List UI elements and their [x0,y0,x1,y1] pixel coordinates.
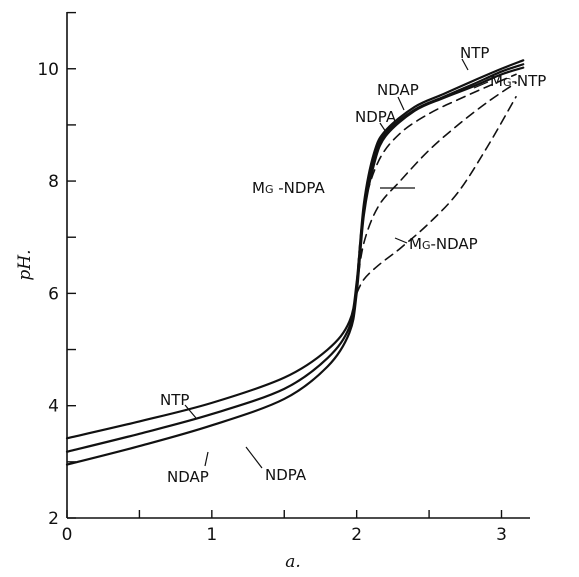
leader-mg-ntp [473,81,489,89]
series-group [65,59,525,466]
leader-ntp-high [461,58,469,71]
label-mg-ntp-rest: -NTP [511,72,546,90]
label-ndap-low: NDAP [167,468,209,486]
y-tick-label: 2 [48,509,59,529]
x-tick-label: 0 [62,525,73,545]
leader-ndap-high [397,96,405,111]
leader-ndpa-high [379,122,387,133]
label-ndpa-low: NDPA [265,466,307,484]
x-tick-label: 3 [496,525,507,545]
label-mg-ndap: MG-NDAP [409,235,478,253]
x-tick-label: 1 [206,525,217,545]
label-mg-ndpa: MG -NDPA [252,179,326,197]
axes [66,12,530,519]
label-ntp-high: NTP [460,44,489,62]
leader-ndpa-low [245,446,263,469]
y-tick-label: 6 [48,284,59,304]
y-tick-label: 10 [37,60,59,80]
series-line-mg-ndpa [355,81,517,289]
label-ndpa-high: NDPA [355,108,397,126]
label-ndap-high: NDAP [377,81,419,99]
x-axis-label: a. [285,552,301,572]
leader-mg-ndap [394,237,408,244]
curve-labels: NTP NDPA NDAP NTP NDAP NDPA MG-NTP MG -N… [160,44,546,486]
label-mg-ndap-rest: -NDAP [430,235,477,253]
series-line-mg-ndap [355,96,517,295]
label-mg-ntp-m: M [490,72,503,90]
label-mg-ndpa-g: G [265,183,274,196]
label-mg-ntp-g: G [503,76,512,89]
label-mg-ndpa-m: M [252,179,265,197]
leader-ntp-low [184,404,197,419]
label-mg-ndpa-rest: -NDPA [273,179,325,197]
y-tick-label: 8 [48,172,59,192]
x-tick-label: 2 [351,525,362,545]
leader-lines [184,58,489,469]
series-line-ndap [65,66,525,466]
leader-ndap-low [204,451,209,467]
tick-labels: 0 1 2 3 2 4 6 8 10 [37,60,507,545]
label-ntp-low: NTP [160,391,189,409]
label-mg-ntp: MG-NTP [490,72,546,90]
label-mg-ndap-g: G [422,239,431,252]
series-line-mg-ntp [355,73,517,283]
y-axis-label: pH. [15,249,35,280]
y-tick-label: 4 [48,397,59,417]
label-mg-ndap-m: M [409,235,422,253]
ticks [66,11,503,519]
